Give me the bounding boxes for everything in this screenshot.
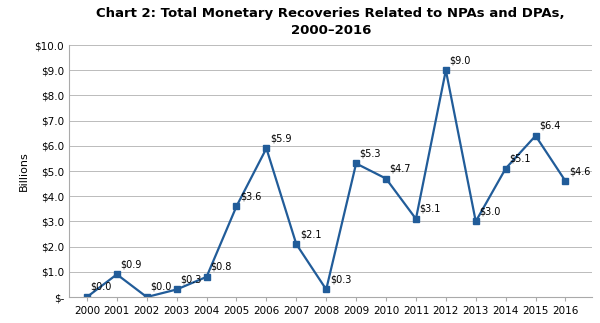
Text: $4.6: $4.6 xyxy=(569,166,590,176)
Text: $2.1: $2.1 xyxy=(300,229,322,239)
Text: $3.0: $3.0 xyxy=(479,206,501,216)
Text: $3.1: $3.1 xyxy=(419,204,441,214)
Text: $3.6: $3.6 xyxy=(240,191,262,201)
Text: $5.3: $5.3 xyxy=(360,149,381,159)
Text: $9.0: $9.0 xyxy=(449,55,471,65)
Text: $4.7: $4.7 xyxy=(389,163,411,173)
Y-axis label: Billions: Billions xyxy=(19,151,29,191)
Text: $0.9: $0.9 xyxy=(121,259,142,269)
Text: $5.1: $5.1 xyxy=(509,153,531,163)
Text: $5.9: $5.9 xyxy=(270,133,292,143)
Text: $0.0: $0.0 xyxy=(91,282,112,292)
Text: $0.8: $0.8 xyxy=(210,262,232,272)
Text: $0.3: $0.3 xyxy=(330,275,351,285)
Title: Chart 2: Total Monetary Recoveries Related to NPAs and DPAs,
2000–2016: Chart 2: Total Monetary Recoveries Relat… xyxy=(97,7,565,37)
Text: $0.3: $0.3 xyxy=(180,275,202,285)
Text: $6.4: $6.4 xyxy=(539,121,560,131)
Text: $0.0: $0.0 xyxy=(151,282,172,292)
